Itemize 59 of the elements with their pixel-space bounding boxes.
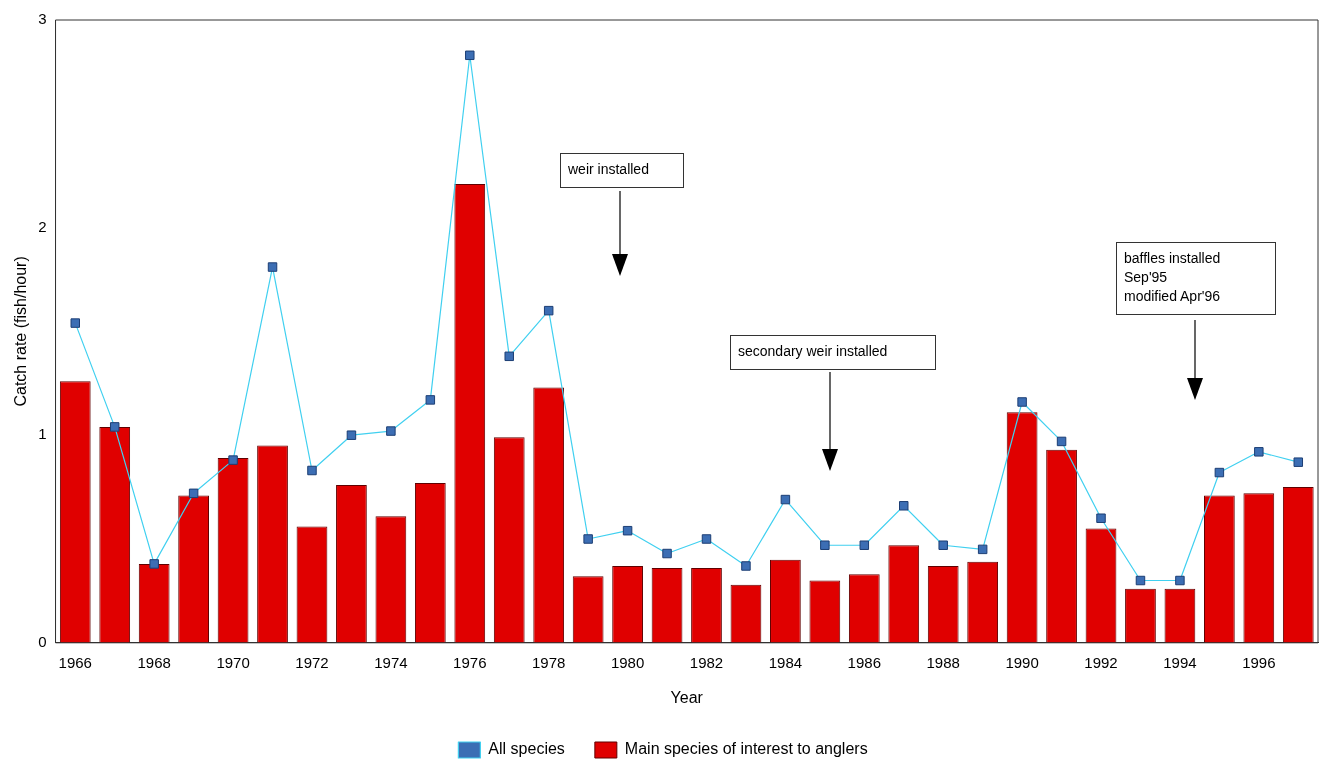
x-tick-label: 1990 bbox=[1005, 653, 1039, 671]
point bbox=[662, 548, 672, 559]
point bbox=[780, 494, 791, 505]
legend-label: All species bbox=[488, 740, 565, 758]
point bbox=[977, 544, 988, 555]
x-tick-label: 1986 bbox=[847, 653, 881, 671]
point bbox=[1214, 467, 1225, 478]
x-tick-label: 1984 bbox=[768, 653, 803, 671]
point bbox=[1135, 575, 1146, 586]
point bbox=[346, 430, 357, 440]
x-axis-title: Year bbox=[670, 688, 704, 706]
y-tick-label: 1 bbox=[38, 425, 47, 443]
point bbox=[938, 540, 948, 550]
point bbox=[70, 318, 81, 328]
point bbox=[701, 534, 712, 544]
point bbox=[1056, 436, 1067, 447]
x-tick-label: 1970 bbox=[216, 653, 250, 671]
x-tick-label: 1996 bbox=[1242, 653, 1276, 671]
point bbox=[465, 50, 475, 61]
x-tick-label: 1978 bbox=[532, 653, 566, 671]
point bbox=[820, 540, 830, 550]
point bbox=[267, 262, 278, 272]
annotation: weir installed bbox=[568, 160, 649, 179]
annotation: baffles installed Sep'95 modified Apr'96 bbox=[1124, 249, 1221, 306]
point bbox=[583, 534, 593, 544]
x-tick-label: 1972 bbox=[295, 653, 329, 671]
point bbox=[1096, 513, 1106, 523]
point bbox=[1254, 447, 1264, 457]
point bbox=[1293, 457, 1304, 467]
legend-label: Main species of interest to anglers bbox=[624, 740, 868, 758]
point bbox=[386, 426, 396, 436]
point bbox=[109, 422, 120, 432]
x-tick-label: 1976 bbox=[453, 653, 487, 671]
point bbox=[622, 525, 633, 536]
y-axis-title: Catch rate (fish/hour) bbox=[12, 256, 30, 407]
y-tick-label: 3 bbox=[38, 10, 47, 28]
point bbox=[425, 395, 436, 405]
annotation: secondary weir installed bbox=[738, 342, 888, 361]
point bbox=[899, 501, 909, 511]
x-tick-label: 1974 bbox=[374, 653, 408, 671]
point bbox=[741, 561, 751, 571]
y-tick-label: 0 bbox=[38, 632, 47, 650]
x-tick-label: 1966 bbox=[58, 653, 92, 671]
x-tick-label: 1994 bbox=[1163, 653, 1197, 671]
point bbox=[1175, 575, 1185, 586]
point bbox=[188, 488, 199, 499]
point bbox=[149, 559, 159, 569]
point bbox=[228, 455, 238, 465]
x-tick-label: 1988 bbox=[926, 653, 960, 671]
x-tick-label: 1992 bbox=[1084, 653, 1118, 671]
x-tick-label: 1982 bbox=[689, 653, 724, 671]
y-tick-label: 2 bbox=[38, 217, 47, 235]
x-tick-label: 1980 bbox=[610, 653, 645, 671]
point bbox=[543, 305, 554, 316]
point bbox=[859, 540, 870, 550]
point bbox=[307, 465, 317, 476]
x-tick-label: 1968 bbox=[137, 653, 171, 671]
point bbox=[504, 351, 514, 362]
point bbox=[1017, 397, 1027, 407]
